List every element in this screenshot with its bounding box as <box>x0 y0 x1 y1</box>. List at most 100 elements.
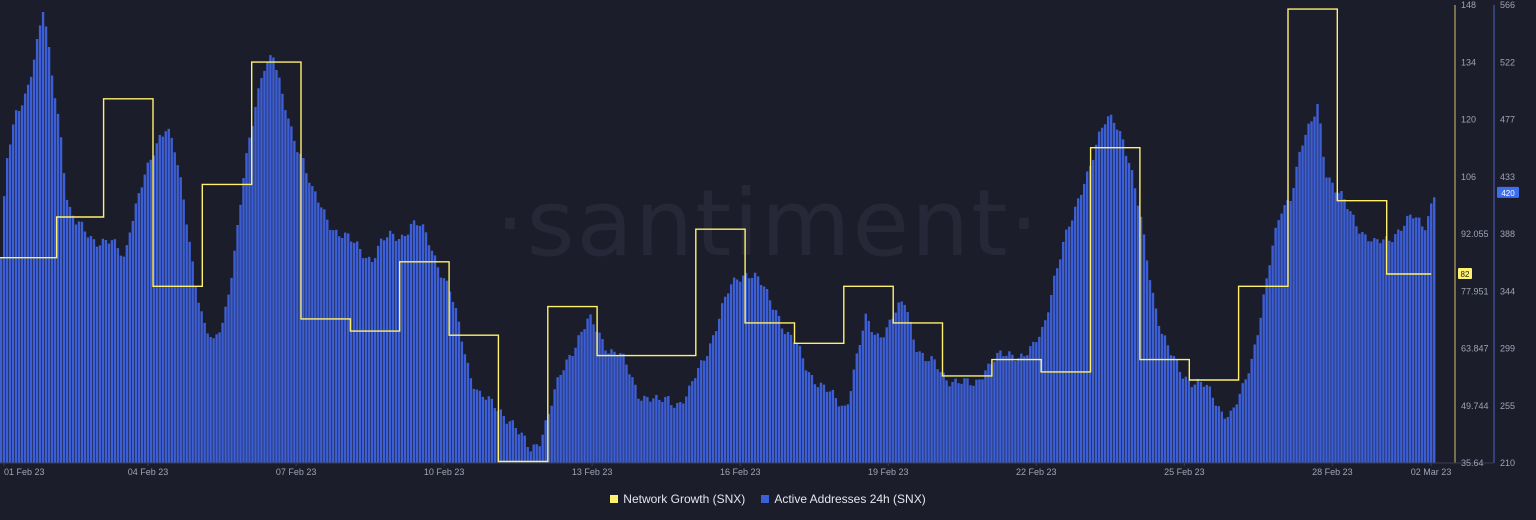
active-addresses-bar <box>715 331 718 463</box>
active-addresses-bar <box>311 186 314 463</box>
active-addresses-bar <box>370 262 374 463</box>
active-addresses-bar <box>1301 145 1304 463</box>
active-addresses-bar <box>640 400 643 463</box>
active-addresses-bar <box>1331 182 1334 463</box>
active-addresses-bar <box>837 406 841 463</box>
active-addresses-bar <box>616 355 619 463</box>
active-addresses-bar <box>604 350 607 463</box>
active-addresses-bar <box>1403 225 1406 463</box>
active-addresses-bar <box>197 302 200 463</box>
active-addresses-bar <box>1370 241 1373 463</box>
active-addresses-bar <box>1217 406 1220 463</box>
active-addresses-bar <box>936 369 939 463</box>
y-right-tick-label: 388 <box>1500 229 1515 239</box>
active-addresses-bar <box>1151 292 1155 463</box>
active-addresses-bar <box>191 261 194 463</box>
active-addresses-bar <box>1172 356 1176 463</box>
active-addresses-bar <box>1223 418 1226 463</box>
active-addresses-bar <box>179 177 182 463</box>
active-addresses-bar <box>409 223 413 463</box>
active-addresses-bar <box>1121 139 1125 463</box>
active-addresses-bar <box>990 364 993 463</box>
active-addresses-bar <box>679 402 682 463</box>
active-addresses-bar <box>1166 345 1170 463</box>
active-addresses-bar <box>1226 417 1229 463</box>
active-addresses-bar <box>1376 239 1379 463</box>
x-tick-label: 10 Feb 23 <box>424 467 465 477</box>
active-addresses-bar <box>1163 335 1167 463</box>
active-addresses-bar <box>418 225 422 463</box>
active-addresses-bar <box>700 360 703 463</box>
active-addresses-bar <box>1002 356 1005 463</box>
legend-item-network-growth[interactable]: Network Growth (SNX) <box>610 492 745 506</box>
active-addresses-bar <box>1124 155 1128 463</box>
active-addresses-bar <box>906 312 909 463</box>
active-addresses-bar <box>652 398 655 463</box>
active-addresses-bar <box>1077 198 1080 464</box>
active-addresses-bar <box>266 61 269 463</box>
active-addresses-bar <box>595 331 598 463</box>
active-addresses-bar <box>918 351 921 463</box>
active-addresses-bar <box>951 381 954 463</box>
active-addresses-bar <box>317 202 320 463</box>
active-addresses-bar <box>900 301 903 463</box>
active-addresses-bar <box>586 318 589 463</box>
legend-item-active-addresses[interactable]: Active Addresses 24h (SNX) <box>761 492 926 506</box>
active-addresses-bar <box>182 199 185 463</box>
active-addresses-bar <box>1032 341 1035 463</box>
active-addresses-bar <box>981 379 984 463</box>
active-addresses-bar <box>254 106 257 464</box>
active-addresses-bar <box>1355 226 1358 463</box>
active-addresses-bar <box>1062 241 1065 463</box>
active-addresses-bar <box>424 232 428 463</box>
active-addresses-bar <box>1103 124 1107 464</box>
chart-legend: Network Growth (SNX) Active Addresses 24… <box>0 492 1536 506</box>
active-addresses-bar <box>670 405 673 463</box>
active-addresses-bar <box>1241 383 1244 463</box>
active-addresses-bar <box>104 240 108 463</box>
active-addresses-bar <box>17 111 21 463</box>
active-addresses-bar <box>125 245 129 463</box>
active-addresses-bar <box>1059 259 1062 463</box>
active-addresses-bar <box>110 240 114 463</box>
active-addresses-current-badge <box>1497 186 1519 198</box>
active-addresses-bar <box>487 396 491 463</box>
x-tick-label: 04 Feb 23 <box>128 467 169 477</box>
active-addresses-bar <box>463 354 467 463</box>
active-addresses-bar <box>601 339 604 463</box>
active-addresses-bar <box>939 372 942 463</box>
active-addresses-bar <box>849 391 853 463</box>
active-addresses-bar <box>212 338 215 463</box>
active-addresses-bar <box>53 98 57 463</box>
active-addresses-bar <box>1056 268 1059 463</box>
active-addresses-bar <box>774 310 778 463</box>
active-addresses-bar <box>1256 335 1259 463</box>
y-right-tick-label: 210 <box>1500 458 1515 468</box>
active-addresses-bar <box>305 173 308 463</box>
active-addresses-bar <box>493 408 497 463</box>
active-addresses-bar <box>885 327 888 463</box>
active-addresses-bar <box>1130 170 1134 463</box>
active-addresses-bar <box>155 143 158 464</box>
active-addresses-bar <box>1271 245 1274 463</box>
active-addresses-bar <box>780 328 784 463</box>
active-addresses-bar <box>523 435 526 463</box>
active-addresses-bar <box>215 334 218 463</box>
active-addresses-bar <box>984 370 987 463</box>
active-addresses-bar <box>430 250 434 463</box>
active-addresses-bar <box>1421 226 1424 463</box>
active-addresses-bar <box>65 199 69 463</box>
active-addresses-bar <box>1035 342 1038 463</box>
active-addresses-bar <box>1118 131 1122 463</box>
active-addresses-bar <box>119 255 123 463</box>
active-addresses-bar <box>11 124 15 463</box>
active-addresses-bar <box>275 70 278 463</box>
active-addresses-bar <box>568 355 571 463</box>
active-addresses-bar <box>1053 275 1056 463</box>
active-addresses-bar <box>412 220 416 463</box>
active-addresses-bar <box>1343 199 1346 463</box>
x-tick-label: 01 Feb 23 <box>4 467 45 477</box>
active-addresses-bar <box>574 347 577 463</box>
active-addresses-bar <box>1409 214 1412 463</box>
